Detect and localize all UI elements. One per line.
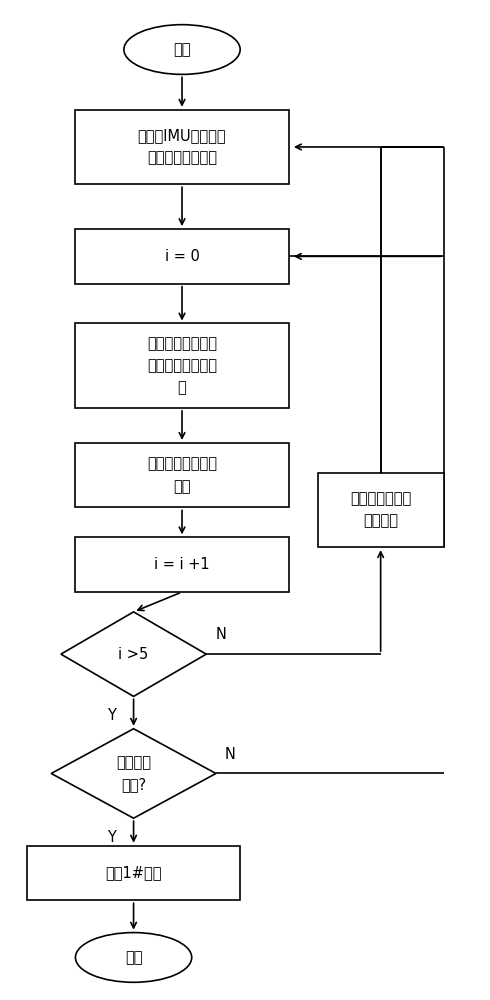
Bar bbox=[75, 537, 289, 592]
Polygon shape bbox=[61, 612, 206, 696]
Text: N: N bbox=[225, 747, 236, 762]
Bar bbox=[75, 110, 289, 184]
Text: 初始化IMU传感器的
三自由度陀螺角度: 初始化IMU传感器的 三自由度陀螺角度 bbox=[138, 128, 226, 166]
Text: Y: Y bbox=[107, 830, 116, 845]
Text: 转动任意髋关节
或膝关节: 转动任意髋关节 或膝关节 bbox=[350, 491, 411, 529]
Bar bbox=[27, 846, 240, 900]
Text: N: N bbox=[215, 627, 226, 642]
Text: i = i +1: i = i +1 bbox=[154, 557, 210, 572]
Text: 结束: 结束 bbox=[125, 950, 142, 965]
Text: 读取陀螺三自由度
角度: 读取陀螺三自由度 角度 bbox=[147, 457, 217, 494]
Bar bbox=[75, 229, 289, 284]
Polygon shape bbox=[51, 729, 216, 818]
Text: Y: Y bbox=[107, 708, 116, 723]
Text: 姿态不全
相同?: 姿态不全 相同? bbox=[116, 755, 151, 792]
Bar bbox=[75, 323, 289, 408]
Text: 转动某一支撑足上
某一关节给定的角
度: 转动某一支撑足上 某一关节给定的角 度 bbox=[147, 336, 217, 395]
Text: 开始: 开始 bbox=[173, 42, 191, 57]
Text: i = 0: i = 0 bbox=[165, 249, 199, 264]
Ellipse shape bbox=[75, 933, 192, 982]
Text: 算法1#求解: 算法1#求解 bbox=[105, 865, 162, 880]
Bar bbox=[318, 473, 443, 547]
Text: i >5: i >5 bbox=[119, 647, 148, 662]
Bar bbox=[75, 443, 289, 507]
Ellipse shape bbox=[124, 25, 240, 74]
